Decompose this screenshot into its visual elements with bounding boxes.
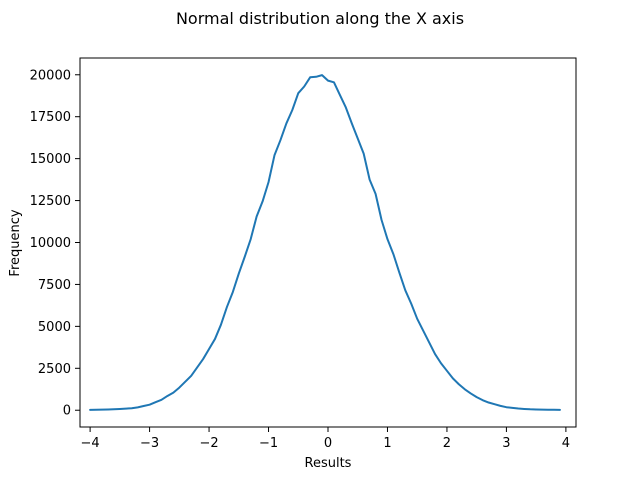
x-axis-label: Results — [305, 456, 352, 471]
y-tick-label: 10000 — [30, 236, 71, 251]
x-tick-label: −1 — [259, 436, 278, 451]
y-tick-label: 5000 — [38, 320, 71, 335]
x-tick-label: 0 — [324, 436, 332, 451]
x-tick-label: −4 — [81, 436, 100, 451]
x-tick-label: 1 — [383, 436, 391, 451]
y-tick-label: 2500 — [38, 362, 71, 377]
x-tick-label: −2 — [199, 436, 218, 451]
x-tick-label: 3 — [502, 436, 510, 451]
y-axis-label: Frequency — [8, 209, 23, 276]
y-tick-label: 7500 — [38, 278, 71, 293]
x-tick-label: 2 — [443, 436, 451, 451]
y-tick-label: 17500 — [30, 110, 71, 125]
chart-title: Normal distribution along the X axis — [176, 9, 464, 28]
y-tick-label: 15000 — [30, 152, 71, 167]
x-tick-label: −3 — [140, 436, 159, 451]
y-tick-label: 0 — [63, 404, 71, 419]
y-axis: 0 2500 5000 7500 10000 12500 15000 17500 20000 — [30, 68, 80, 419]
series-line — [89, 74, 561, 411]
x-tick-label: 4 — [562, 436, 570, 451]
x-axis: −4 −3 −2 −1 0 1 2 3 4 — [81, 427, 570, 451]
y-tick-label: 20000 — [30, 68, 71, 83]
y-tick-label: 12500 — [30, 194, 71, 209]
